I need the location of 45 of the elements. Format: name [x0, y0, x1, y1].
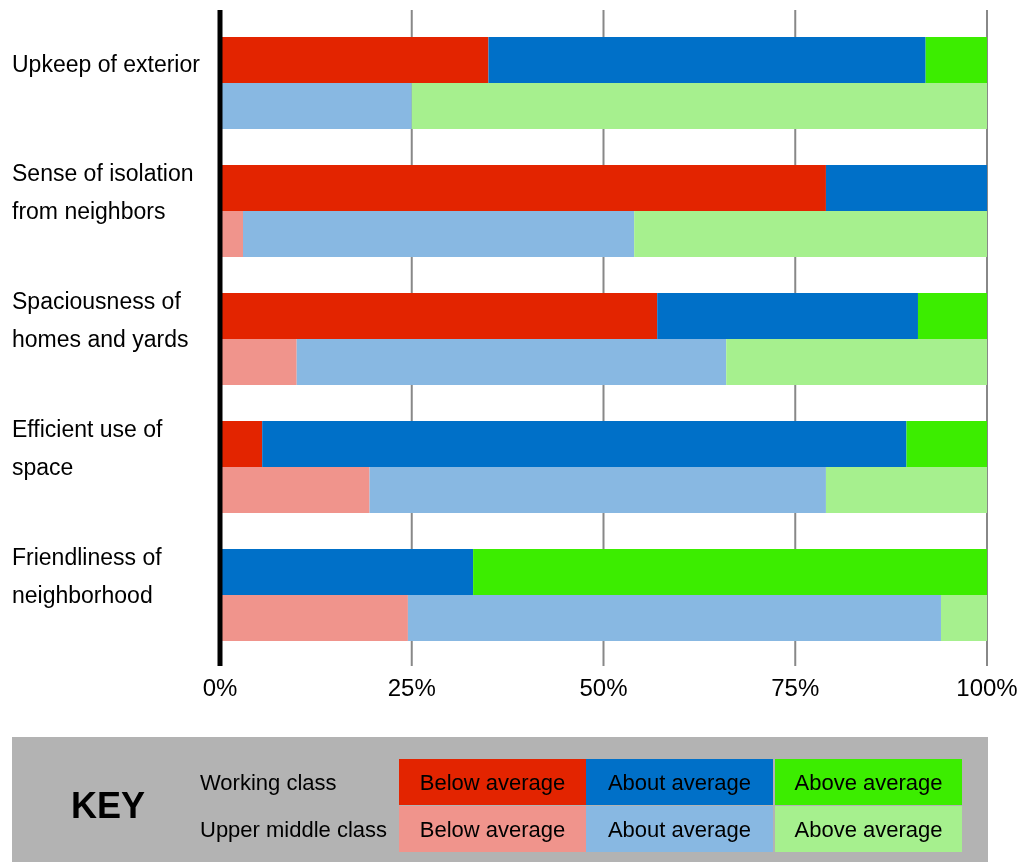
x-tick-label: 100% [956, 674, 1018, 701]
y-tick-label: Efficient use of space [12, 416, 164, 480]
bar [369, 467, 826, 513]
bar [220, 339, 297, 385]
text: Upper middle class [200, 817, 388, 842]
bar [925, 37, 987, 83]
bar [220, 595, 408, 641]
text: Above average [794, 770, 943, 795]
bar [825, 467, 987, 513]
bar [220, 37, 489, 83]
bar [262, 421, 907, 467]
text: About average [607, 817, 752, 842]
bar [411, 83, 987, 129]
text: About average [607, 770, 752, 795]
bar [906, 421, 987, 467]
bar [243, 211, 635, 257]
bar [488, 37, 926, 83]
text: Working class [200, 770, 337, 795]
bar [220, 467, 370, 513]
bar [296, 339, 727, 385]
bar [726, 339, 987, 385]
bar [825, 165, 987, 211]
y-tick-label: Upkeep of exterior [12, 51, 201, 77]
x-tick-label: 0% [202, 674, 238, 701]
bar [473, 549, 987, 595]
bar [407, 595, 941, 641]
y-tick-label: Sense of isolation from neighbors [12, 160, 194, 224]
x-tick-label: 50% [579, 674, 628, 701]
text: Above average [794, 817, 943, 842]
x-tick-label: 75% [771, 674, 820, 701]
y-tick-label: Friendliness of neighborhood [12, 544, 163, 608]
bar [220, 165, 826, 211]
x-tick-label: 25% [387, 674, 436, 701]
text: Below average [419, 817, 566, 842]
bar [220, 83, 412, 129]
bar [940, 595, 987, 641]
bar [220, 421, 263, 467]
bar [634, 211, 987, 257]
legend-title: KEY [70, 785, 146, 826]
text: Below average [419, 770, 566, 795]
y-tick-label: Spaciousness of homes and yards [12, 288, 189, 352]
bar [917, 293, 987, 339]
bar [220, 549, 474, 595]
bar [220, 293, 658, 339]
bar [657, 293, 918, 339]
